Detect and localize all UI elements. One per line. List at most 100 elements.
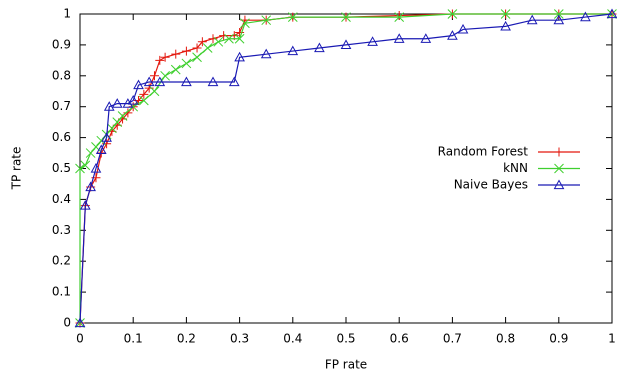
data-point bbox=[127, 94, 139, 105]
data-point bbox=[208, 34, 218, 44]
data-point bbox=[138, 95, 149, 106]
data-point bbox=[606, 8, 617, 19]
data-point bbox=[457, 23, 469, 34]
x-tick-label: 0.6 bbox=[390, 332, 409, 346]
data-point bbox=[447, 30, 458, 40]
data-point bbox=[170, 64, 181, 75]
data-point bbox=[101, 132, 112, 142]
data-point bbox=[261, 15, 272, 26]
data-point bbox=[341, 12, 351, 22]
data-point bbox=[340, 39, 352, 49]
legend-label: Random Forest bbox=[438, 145, 529, 159]
data-point bbox=[74, 317, 86, 328]
y-tick-label: 0.1 bbox=[52, 285, 71, 299]
data-point bbox=[202, 43, 213, 53]
legend-label: kNN bbox=[503, 161, 528, 175]
data-point bbox=[447, 9, 458, 19]
data-point bbox=[553, 9, 564, 19]
x-tick-label: 0.3 bbox=[230, 332, 249, 346]
data-point bbox=[224, 33, 234, 44]
data-point bbox=[394, 12, 405, 22]
data-point bbox=[235, 28, 245, 38]
data-point bbox=[160, 70, 170, 81]
data-point bbox=[240, 18, 250, 29]
data-point bbox=[181, 76, 192, 87]
data-point bbox=[207, 76, 219, 87]
y-tick-label: 0.6 bbox=[52, 130, 71, 144]
data-point bbox=[287, 45, 299, 56]
series-line bbox=[79, 13, 613, 324]
x-tick-label: 0 bbox=[76, 332, 84, 346]
data-point bbox=[260, 48, 272, 59]
data-point bbox=[75, 163, 85, 174]
data-point bbox=[171, 49, 181, 59]
data-point bbox=[133, 79, 144, 90]
data-point bbox=[111, 98, 123, 108]
x-tick-label: 0.7 bbox=[443, 332, 462, 346]
data-point bbox=[79, 200, 91, 210]
x-axis-label: FP rate bbox=[325, 358, 367, 372]
data-point bbox=[149, 71, 159, 81]
x-tick-label: 0.4 bbox=[283, 332, 302, 346]
y-tick-label: 0.7 bbox=[52, 99, 71, 113]
data-point bbox=[95, 144, 107, 155]
data-point bbox=[90, 162, 102, 173]
legend-marker bbox=[553, 179, 565, 190]
data-point bbox=[367, 36, 378, 46]
data-point bbox=[500, 9, 511, 19]
data-point bbox=[234, 51, 245, 62]
legend-marker bbox=[554, 147, 564, 157]
data-point bbox=[192, 43, 202, 53]
data-point bbox=[181, 46, 191, 56]
y-tick-label: 0 bbox=[63, 316, 71, 330]
y-tick-label: 0.9 bbox=[52, 37, 71, 51]
x-tick-label: 0.5 bbox=[336, 332, 355, 346]
x-tick-label: 1 bbox=[608, 332, 616, 346]
y-tick-label: 0.8 bbox=[52, 68, 71, 82]
x-tick-label: 0.1 bbox=[124, 332, 143, 346]
data-point bbox=[500, 20, 511, 31]
data-point bbox=[103, 101, 115, 111]
data-point bbox=[213, 36, 224, 47]
data-point bbox=[197, 37, 207, 47]
y-tick-label: 0.2 bbox=[52, 254, 71, 268]
x-tick-label: 0.9 bbox=[549, 332, 568, 346]
data-point bbox=[149, 86, 160, 97]
data-point bbox=[192, 52, 202, 63]
legend-marker bbox=[554, 163, 564, 174]
data-point bbox=[393, 33, 405, 43]
y-tick-label: 0.3 bbox=[52, 223, 71, 237]
data-point bbox=[219, 31, 229, 41]
data-point bbox=[154, 76, 166, 87]
data-point bbox=[160, 52, 170, 62]
data-point bbox=[112, 117, 123, 128]
data-point bbox=[287, 12, 298, 22]
x-tick-label: 0.2 bbox=[177, 332, 196, 346]
data-point bbox=[139, 89, 149, 99]
data-point bbox=[526, 14, 538, 25]
data-point bbox=[314, 42, 325, 53]
data-point bbox=[107, 123, 117, 134]
y-tick-label: 0.5 bbox=[52, 161, 71, 175]
data-point bbox=[228, 76, 240, 87]
data-point bbox=[155, 55, 165, 65]
data-point bbox=[85, 181, 96, 192]
y-tick-label: 1 bbox=[63, 7, 71, 21]
x-tick-label: 0.8 bbox=[496, 332, 515, 346]
data-point bbox=[420, 33, 432, 43]
data-point bbox=[143, 76, 155, 87]
data-point bbox=[394, 11, 404, 21]
data-point bbox=[234, 33, 245, 44]
y-axis-label: TP rate bbox=[10, 147, 24, 191]
data-point bbox=[80, 160, 91, 171]
data-point bbox=[553, 14, 565, 25]
legend-label: Naive Bayes bbox=[454, 178, 528, 192]
data-point bbox=[123, 108, 133, 118]
data-point bbox=[181, 58, 192, 69]
data-point bbox=[122, 98, 134, 108]
data-point bbox=[580, 11, 591, 22]
y-tick-label: 0.4 bbox=[52, 192, 71, 206]
data-point bbox=[117, 111, 128, 121]
